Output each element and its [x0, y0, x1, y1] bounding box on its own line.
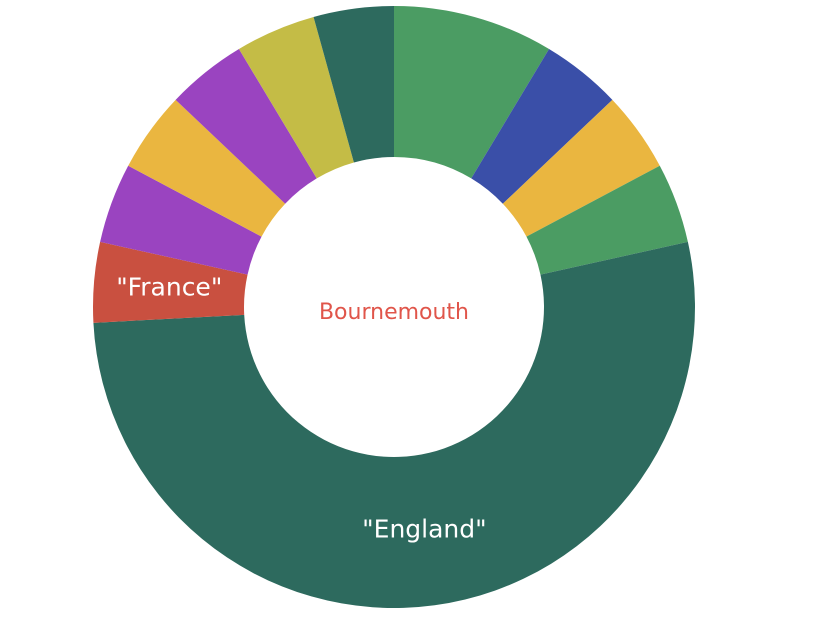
donut-slice-10[interactable] [313, 6, 394, 163]
donut-slice-6[interactable] [100, 165, 262, 275]
center-label: Bournemouth [319, 300, 469, 325]
donut-slice-8[interactable] [175, 49, 317, 204]
donut-slice-5[interactable] [93, 241, 248, 323]
donut-slice-7[interactable] [128, 99, 286, 237]
donut-slices [93, 6, 696, 609]
donut-slice-4[interactable] [93, 241, 696, 609]
donut-slice-0[interactable] [394, 6, 550, 179]
donut-slice-9[interactable] [238, 16, 354, 179]
donut-slice-3[interactable] [526, 165, 688, 275]
slice-labels: "England" "France" [116, 272, 486, 543]
donut-slice-1[interactable] [471, 49, 613, 204]
slice-label-5: "France" [116, 272, 222, 301]
donut-slice-2[interactable] [502, 99, 660, 237]
slice-label-4: "England" [362, 514, 487, 543]
